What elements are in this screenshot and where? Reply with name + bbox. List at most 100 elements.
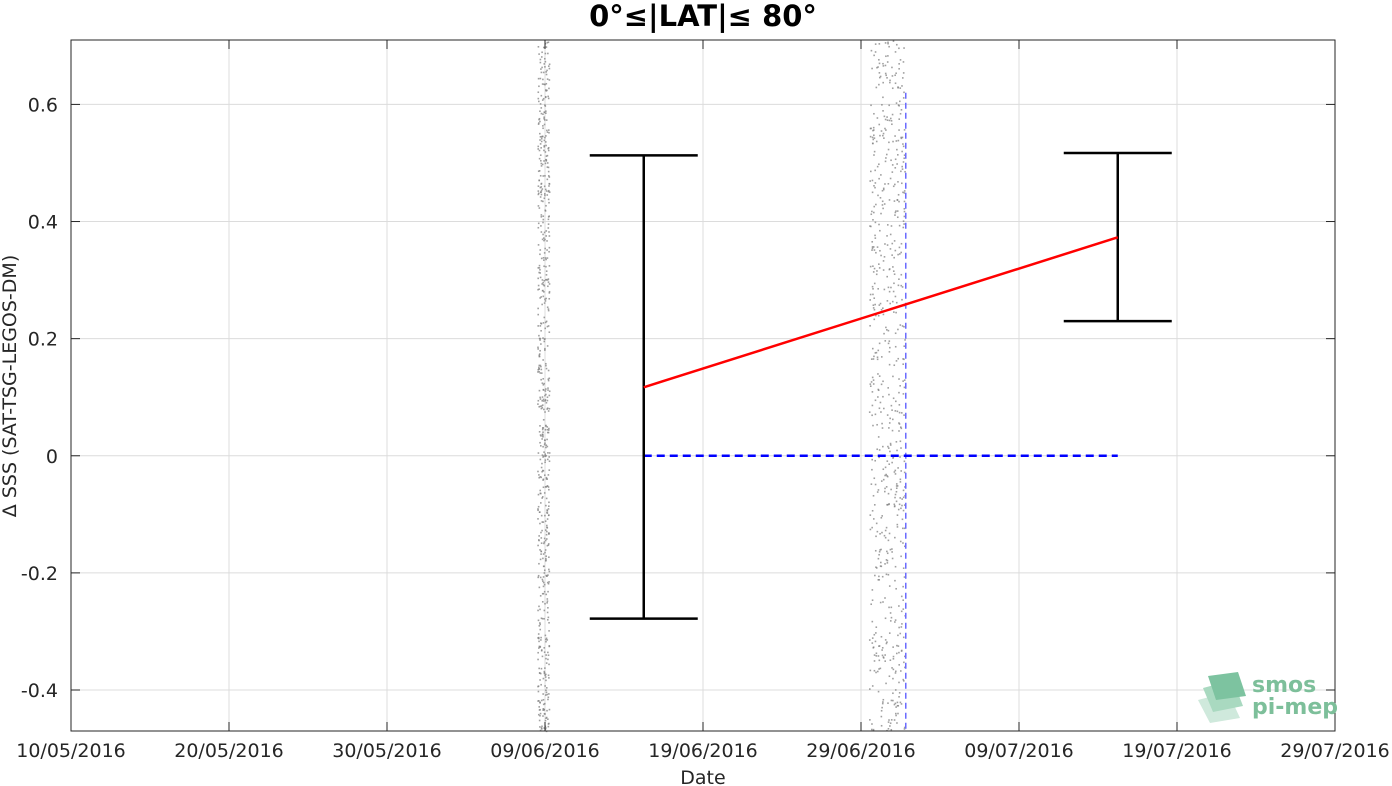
scatter-point: [892, 270, 895, 272]
series: [589, 92, 1172, 731]
scatter-point: [879, 667, 882, 670]
scatter-point: [870, 104, 872, 107]
scatter-point: [537, 505, 540, 508]
scatter-point: [539, 726, 541, 728]
scatter-point: [899, 701, 902, 704]
y-tick-label: -0.2: [21, 563, 58, 585]
scatter-point: [898, 422, 900, 424]
scatter-point: [544, 667, 546, 669]
scatter-point: [541, 382, 544, 384]
scatter-point: [541, 438, 543, 440]
scatter-point: [892, 266, 894, 268]
scatter-point: [869, 514, 872, 516]
scatter-point: [882, 701, 884, 703]
scatter-point: [902, 145, 905, 148]
scatter-point: [544, 514, 546, 517]
scatter-point: [548, 568, 550, 571]
scatter-point: [887, 727, 890, 730]
scatter-point: [543, 541, 546, 543]
scatter-point: [887, 539, 890, 542]
scatter-point: [871, 599, 874, 602]
scatter-point: [882, 380, 884, 383]
scatter-point: [874, 169, 876, 172]
scatter-point: [542, 486, 545, 489]
scatter-point: [544, 52, 547, 55]
scatter-point: [545, 112, 547, 114]
scatter-point: [539, 143, 542, 145]
ticks: [70, 40, 1336, 731]
scatter-point: [546, 240, 548, 242]
scatter-point: [540, 231, 543, 233]
scatter-point: [546, 544, 549, 547]
scatter-point: [902, 527, 904, 530]
scatter-point: [538, 355, 541, 358]
scatter-point: [545, 401, 548, 404]
scatter-point: [882, 269, 885, 271]
scatter-point: [887, 148, 890, 151]
scatter-point: [903, 215, 906, 218]
scatter-point: [543, 146, 546, 148]
scatter-point: [542, 46, 545, 49]
scatter-point: [897, 704, 900, 707]
scatter-point: [896, 523, 899, 526]
scatter-point: [872, 424, 874, 427]
scatter-point: [542, 715, 544, 717]
scatter-point: [869, 180, 872, 182]
scatter-point: [548, 460, 551, 463]
scatter-point: [539, 595, 542, 597]
scatter-point: [545, 673, 547, 676]
scatter-point: [545, 538, 548, 540]
scatter-point: [548, 182, 551, 185]
scatter-point: [875, 535, 877, 538]
scatter-point: [542, 479, 544, 481]
scatter-point: [897, 712, 899, 715]
scatter-point: [898, 423, 901, 425]
scatter-point: [903, 325, 905, 328]
scatter-point: [876, 670, 879, 673]
scatter-point: [540, 639, 542, 641]
scatter-point: [542, 281, 544, 284]
x-tick-labels: 10/05/2016 20/05/2016 30/05/2016 09/06/2016…: [16, 740, 1390, 762]
scatter-point: [539, 372, 542, 374]
scatter-point: [544, 634, 547, 637]
scatter-point: [899, 440, 902, 443]
scatter-point: [541, 428, 544, 431]
scatter-point: [538, 179, 541, 182]
scatter-point: [878, 163, 880, 166]
scatter-point: [547, 227, 550, 229]
scatter-point: [539, 405, 542, 408]
scatter-point: [548, 645, 551, 648]
scatter-point: [886, 77, 888, 79]
scatter-point: [537, 493, 540, 496]
scatter-point: [547, 170, 550, 173]
scatter-point: [545, 144, 547, 147]
scatter-point: [539, 139, 541, 141]
scatter-point: [544, 105, 547, 107]
scatter-point: [894, 135, 896, 137]
scatter-point: [548, 693, 550, 695]
scatter-point: [545, 555, 547, 557]
scatter-point: [900, 109, 903, 111]
scatter-point: [542, 233, 544, 236]
scatter-point: [878, 375, 881, 377]
scatter-point: [885, 473, 887, 476]
scatter-point: [874, 399, 877, 402]
scatter-point: [896, 199, 899, 201]
scatter-point: [870, 213, 873, 216]
scatter-point: [903, 726, 906, 729]
scatter-point: [875, 140, 878, 143]
scatter-point: [903, 91, 905, 94]
scatter-point: [882, 468, 885, 471]
scatter-point: [901, 85, 903, 87]
scatter-point: [545, 235, 548, 237]
scatter-point: [540, 137, 543, 140]
scatter-point: [542, 125, 544, 127]
scatter-point: [871, 637, 874, 639]
scatter-point: [882, 478, 885, 481]
scatter-point: [897, 253, 899, 256]
scatter-point: [902, 61, 905, 63]
scatter-point: [546, 524, 548, 527]
scatter-point: [886, 235, 888, 237]
scatter-point: [538, 562, 540, 565]
scatter-point: [539, 522, 541, 525]
